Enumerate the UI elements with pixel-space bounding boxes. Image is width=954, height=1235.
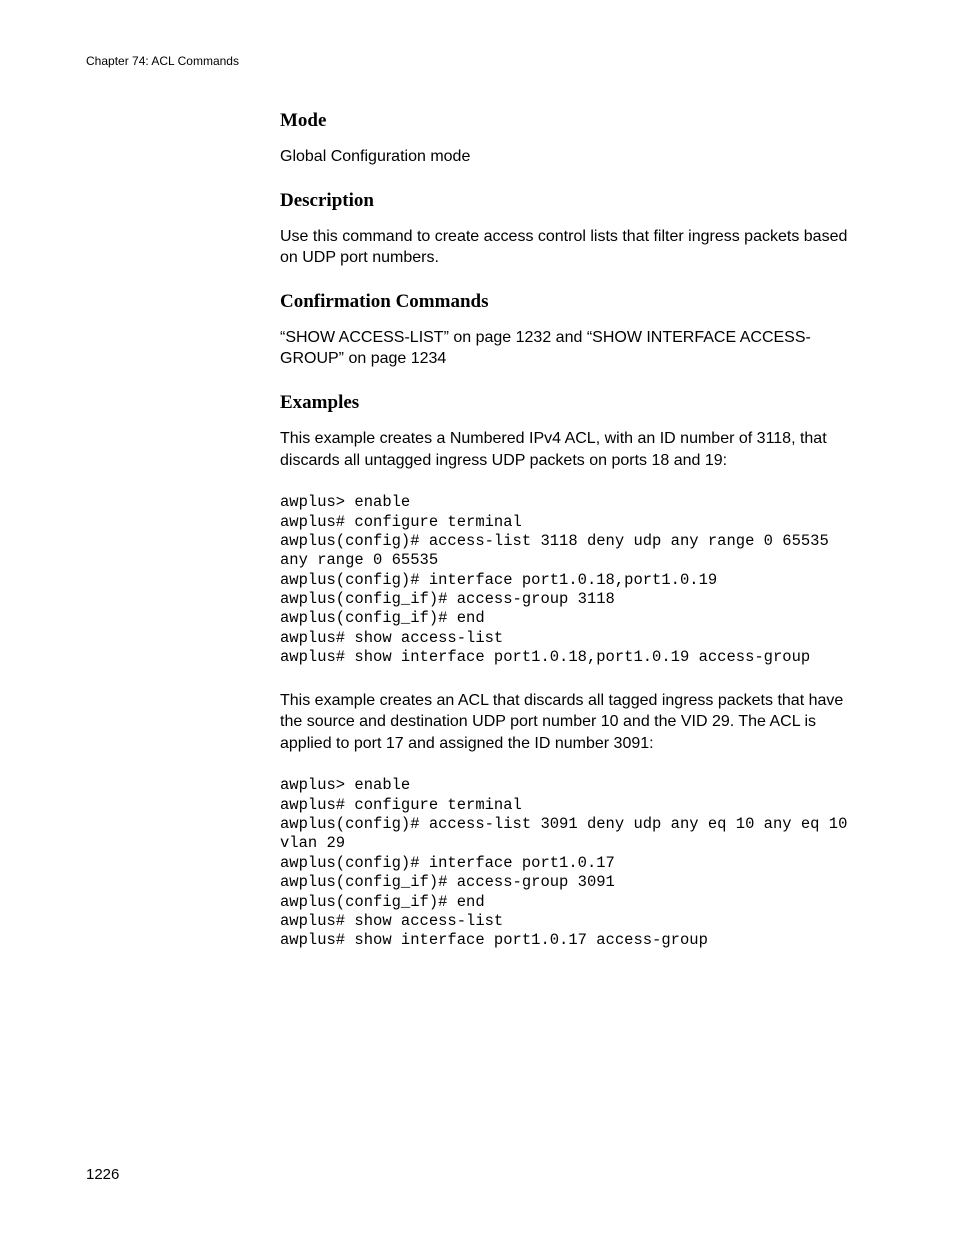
example-intro-1: This example creates a Numbered IPv4 ACL… <box>280 428 860 471</box>
mode-heading: Mode <box>280 110 860 132</box>
description-body: Use this command to create access contro… <box>280 226 860 269</box>
confirmation-body: “SHOW ACCESS-LIST” on page 1232 and “SHO… <box>280 327 860 370</box>
description-heading: Description <box>280 190 860 212</box>
examples-heading: Examples <box>280 392 860 414</box>
page-number: 1226 <box>86 1166 119 1183</box>
mode-body: Global Configuration mode <box>280 146 860 168</box>
confirmation-heading: Confirmation Commands <box>280 291 860 313</box>
example-code-1: awplus> enable awplus# configure termina… <box>280 493 860 667</box>
content-area: Mode Global Configuration mode Descripti… <box>280 110 860 973</box>
example-code-2: awplus> enable awplus# configure termina… <box>280 776 860 950</box>
running-header: Chapter 74: ACL Commands <box>86 54 239 68</box>
example-intro-2: This example creates an ACL that discard… <box>280 690 860 755</box>
page: Chapter 74: ACL Commands Mode Global Con… <box>0 0 954 1235</box>
